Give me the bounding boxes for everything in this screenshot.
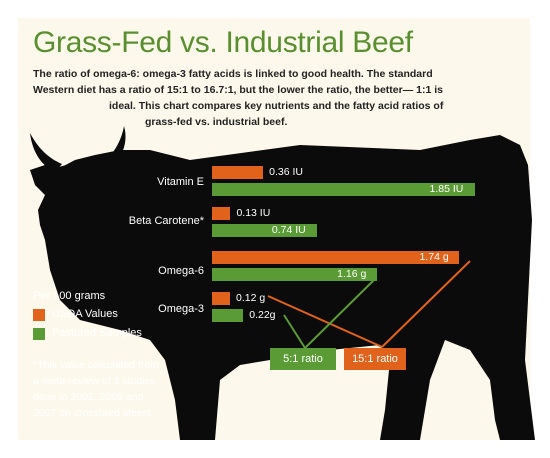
category-label: Beta Carotene*: [128, 215, 204, 227]
cow-horn-right: [108, 126, 126, 164]
pastured-ratio-line-omega6: [304, 277, 377, 349]
footnote-line: done in 2002, 2005 and: [33, 391, 144, 403]
bar-pastured: [212, 268, 377, 281]
intro-line: grass-fed vs. industrial beef.: [145, 116, 288, 128]
bar-value-label: 0.36 IU: [269, 166, 303, 178]
bar-usda: [212, 292, 230, 305]
footnote-line: *This value calculated from: [33, 359, 160, 371]
footnote: *This value calculated from a meta-revie…: [33, 357, 183, 421]
bar-value-label: 0.12 g: [236, 292, 266, 304]
cow-body: [30, 135, 535, 440]
intro-line: The ratio of omega-6: omega-3 fatty acid…: [33, 68, 433, 80]
legend-item-usda: USDA Values: [52, 308, 118, 320]
pastured-ratio-box: 5:1 ratio: [270, 348, 336, 370]
cow-horn-left: [30, 133, 62, 172]
chart-title: Grass-Fed vs. Industrial Beef: [33, 26, 413, 59]
bar-value-label: 0.13 IU: [236, 207, 271, 219]
bar-value-label: 1.74 g: [419, 251, 449, 263]
usda-ratio-line-omega6: [381, 260, 471, 348]
intro-line: Western diet has a ratio of 15:1 to 16.7…: [33, 84, 443, 96]
bar-value-label: 0.22g: [249, 309, 276, 321]
bar-pastured: [212, 183, 475, 196]
usda-ratio-line-omega3: [267, 295, 383, 348]
bar-usda: [212, 207, 231, 220]
bar-pastured: [212, 224, 318, 237]
bar-usda: [212, 166, 264, 179]
footnote-line: 2007 on crossbred steers.: [33, 407, 155, 419]
category-label: Omega-6: [158, 265, 204, 277]
bar-value-label: 0.74 IU: [271, 224, 306, 236]
bar-value-label: 1.16 g: [337, 268, 367, 280]
legend-swatch-usda: [33, 309, 45, 321]
legend-swatch-pastured: [33, 328, 45, 340]
legend-item-pastured: Pastured Samples: [52, 327, 142, 339]
legend-title: Per 100 grams: [33, 290, 106, 302]
footnote-line: a meta-review of 3 studies: [33, 375, 156, 387]
bar-value-label: 1.85 IU: [429, 183, 464, 195]
pastured-ratio-line-omega3: [283, 314, 306, 349]
bar-usda: [212, 251, 460, 264]
cow-head: [45, 155, 130, 262]
intro-text: The ratio of omega-6: omega-3 fatty acid…: [33, 66, 453, 130]
category-label: Vitamin E: [157, 176, 204, 188]
category-label: Omega-3: [158, 303, 204, 315]
bar-pastured: [212, 309, 244, 322]
usda-ratio-box: 15:1 ratio: [344, 348, 406, 370]
intro-line: ideal. This chart compares key nutrients…: [109, 100, 444, 112]
